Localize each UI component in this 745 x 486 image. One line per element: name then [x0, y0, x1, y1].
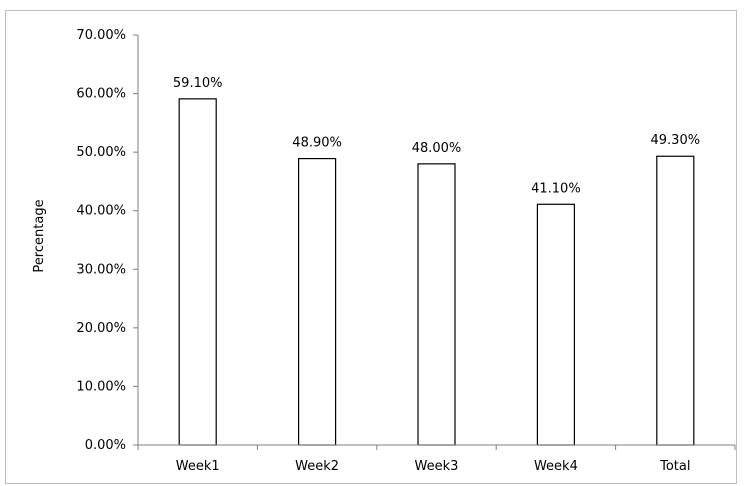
y-tick-label: 20.00%	[76, 321, 126, 336]
y-tick-label: 0.00%	[85, 438, 126, 453]
y-tick-label: 70.00%	[76, 28, 126, 43]
data-label: 48.90%	[292, 136, 342, 151]
y-tick-label: 50.00%	[76, 145, 126, 160]
x-category-label: Week1	[176, 459, 220, 474]
data-label: 59.10%	[173, 76, 223, 91]
y-tick-label: 10.00%	[76, 379, 126, 394]
bar	[656, 155, 695, 446]
x-category-label: Week4	[534, 459, 578, 474]
bar	[417, 163, 456, 446]
bar	[178, 98, 217, 446]
x-category-label: Week3	[415, 459, 459, 474]
data-label: 41.10%	[531, 181, 581, 196]
y-axis-title: Percentage	[32, 199, 47, 272]
x-category-label: Week2	[295, 459, 339, 474]
bar	[298, 157, 337, 446]
x-category-label: Total	[659, 459, 690, 474]
y-tick-label: 40.00%	[76, 204, 126, 219]
y-tick-label: 30.00%	[76, 262, 126, 277]
data-label: 49.30%	[651, 133, 701, 148]
bar	[536, 203, 576, 446]
chart-frame	[5, 10, 737, 484]
data-label: 48.00%	[412, 141, 462, 156]
y-tick-label: 60.00%	[76, 87, 126, 102]
